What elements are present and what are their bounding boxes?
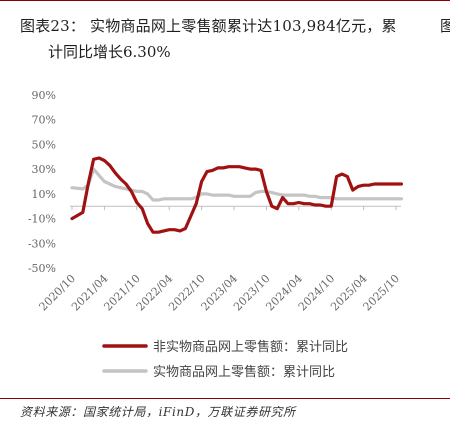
source-divider <box>0 398 450 399</box>
series-lines <box>70 156 403 234</box>
legend-label: 非实物商品网上零售额：累计同比 <box>153 339 348 355</box>
chart-title-line-1: 图表23： 实物商品网上零售额累计达103,984亿元，累 <box>20 17 397 35</box>
legend-label: 实物商品网上零售额：累计同比 <box>153 364 335 380</box>
y-tick-label: 50% <box>32 138 56 151</box>
x-axis: 2020/102021/042021/102022/042022/102023/… <box>37 205 403 314</box>
source-note: 资料来源：国家统计局，iFinD，万联证券研究所 <box>20 405 296 419</box>
y-tick-label: 90% <box>32 89 56 102</box>
y-tick-label: -30% <box>28 237 56 250</box>
x-tick-label: 2025/10 <box>361 272 403 314</box>
series-line-non-physical <box>70 156 403 234</box>
chart-title-line-2: 计同比增长6.30% <box>48 43 171 61</box>
y-tick-label: -50% <box>28 262 56 275</box>
y-axis-ticks: 90% 70% 50% 30% 10% -10% -30% -50% <box>28 89 56 275</box>
y-tick-label: 70% <box>32 114 56 127</box>
clipped-title-glyph: 图 <box>440 17 450 35</box>
y-tick-label: 10% <box>32 188 56 201</box>
title-bar: 图表23： 实物商品网上零售额累计达103,984亿元，累 计同比增长6.30%… <box>0 0 450 68</box>
y-tick-label: -10% <box>28 213 56 226</box>
y-tick-label: 30% <box>32 163 56 176</box>
